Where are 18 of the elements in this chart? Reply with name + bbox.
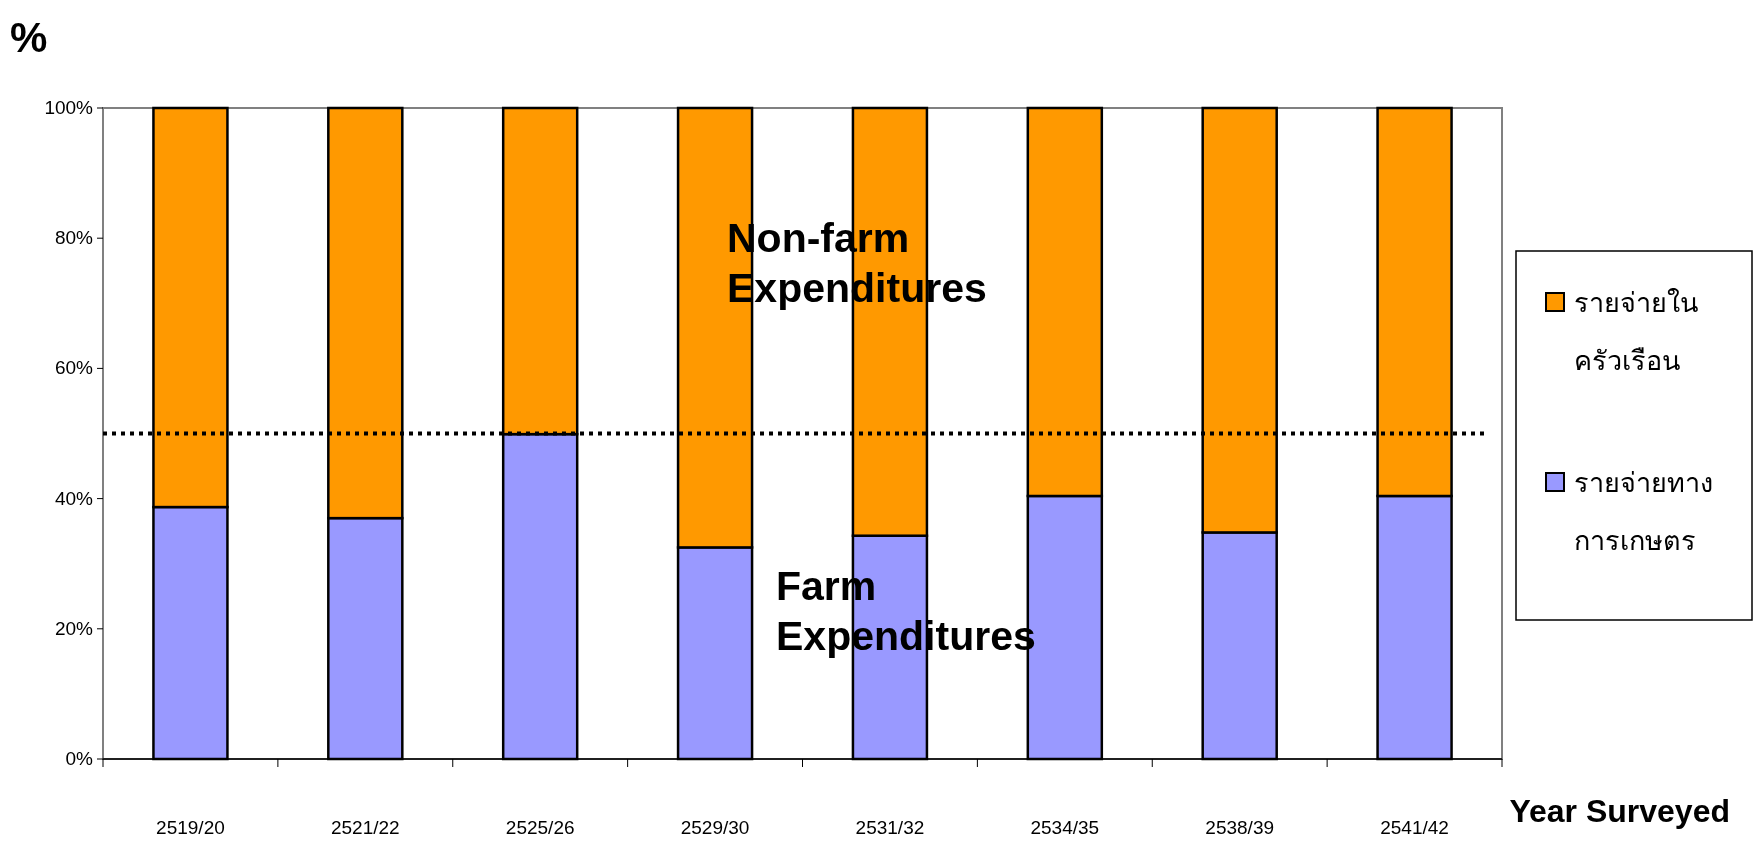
x-axis-title: Year Surveyed <box>1509 793 1730 829</box>
y-tick-label: 0% <box>65 748 94 769</box>
y-tick-label: 60% <box>54 357 94 379</box>
x-tick-label: 2531/32 <box>855 817 925 838</box>
x-tick-label: 2534/35 <box>1030 817 1100 838</box>
y-tick-label: 80% <box>54 227 94 249</box>
x-tick-label: 2519/20 <box>156 817 225 838</box>
y-tick-label: 100% <box>44 97 94 118</box>
x-tick-label: 2521/22 <box>330 817 400 838</box>
y-tick-label: 20% <box>54 617 94 639</box>
legend-label: รายจ่ายในครัวเรือน <box>1574 287 1698 376</box>
x-tick-label: 2525/26 <box>505 817 575 838</box>
y-tick-label: 40% <box>54 487 94 509</box>
legend-label: รายจ่ายทางการเกษตร <box>1574 468 1713 556</box>
x-tick-label: 2529/30 <box>680 817 750 838</box>
y-axis-title: % <box>10 14 48 61</box>
x-tick-label: 2538/39 <box>1205 817 1275 838</box>
x-tick-label: 2541/42 <box>1380 817 1449 838</box>
